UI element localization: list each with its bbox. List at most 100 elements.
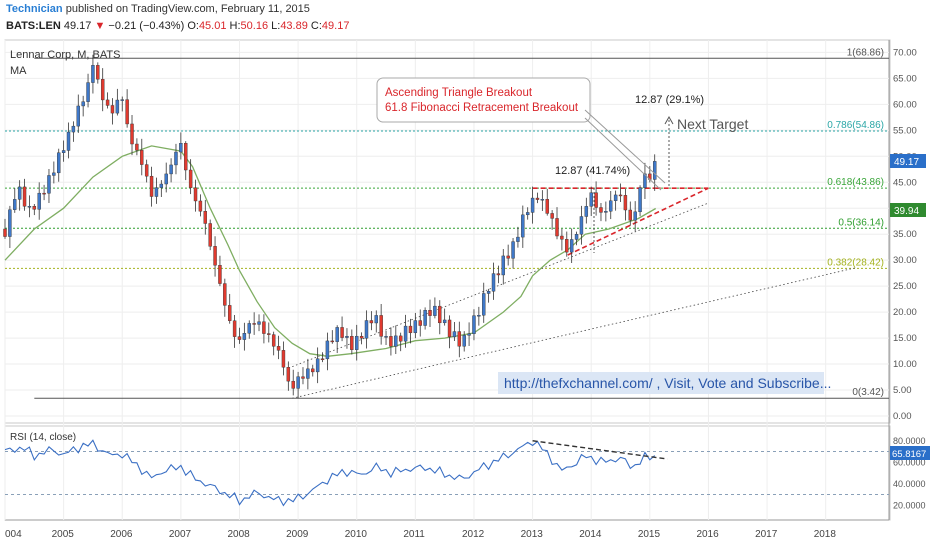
candle-body (184, 143, 188, 171)
price-tick-label: 5.00 (893, 385, 912, 396)
candle-body (584, 206, 589, 217)
time-tick-label: 2015 (638, 529, 661, 540)
callout-line-1: Ascending Triangle Breakout (385, 87, 533, 99)
candle-body (623, 195, 628, 211)
candle-body (100, 79, 105, 101)
trendline (292, 202, 709, 368)
time-tick-label: 2009 (286, 529, 309, 540)
ohlc-bar: BATS:LEN 49.17 ▼ −0.21 (−0.43%) O:45.01 … (6, 20, 349, 32)
target-arrow-icon (664, 115, 674, 125)
last-price: 49.17 (63, 20, 92, 32)
candle-body (110, 105, 115, 114)
time-tick-label: 2008 (227, 529, 250, 540)
candle-body (223, 283, 227, 306)
high-label: H: (229, 20, 241, 32)
candle-body (330, 340, 335, 343)
callout-line-2: 61.8 Fibonacci Retracement Breakout (385, 102, 579, 114)
low-value: 43.89 (280, 20, 308, 32)
candle-body (433, 305, 437, 316)
candle-body (394, 335, 398, 347)
candle-body (320, 358, 325, 360)
candle-body (164, 173, 168, 185)
candle-body (491, 273, 496, 292)
time-tick-label: 2005 (52, 529, 75, 540)
candle-body (418, 320, 422, 326)
candle-body (374, 315, 378, 324)
candle-body (140, 150, 144, 165)
candle-body (496, 273, 501, 276)
time-tick-label: 2012 (462, 529, 485, 540)
candle-body (281, 350, 286, 368)
candle-body (208, 223, 212, 247)
down-arrow-icon: ▼ (94, 20, 106, 32)
candle-body (252, 323, 256, 325)
candle-body (3, 228, 7, 237)
candle-body (291, 380, 295, 389)
candle-body (594, 192, 598, 208)
rsi-tick-label: 40.0000 (893, 479, 926, 489)
fib-label: 1(68.86) (847, 47, 884, 58)
candle-body (506, 255, 510, 259)
candle-body (340, 327, 344, 338)
time-tick-label: 2011 (403, 529, 425, 540)
trendlines (292, 187, 856, 399)
price-tick-label: 55.00 (893, 125, 917, 136)
candle-body (120, 99, 124, 101)
candle-body (599, 207, 603, 213)
symbol: BATS:LEN (6, 20, 61, 32)
candle-body (286, 367, 291, 382)
candle-body (613, 194, 618, 201)
candles (3, 54, 657, 399)
pattern-percent: 12.87 (41.74%) (555, 165, 630, 177)
candle-body (428, 310, 432, 316)
candle-body (86, 82, 90, 102)
time-tick-label: 004 (5, 529, 22, 540)
candle-body (193, 187, 198, 202)
price-tick-label: 10.00 (893, 359, 917, 370)
publish-header: Technician published on TradingView.com,… (6, 3, 310, 15)
candle-body (130, 123, 134, 145)
author-name[interactable]: Technician (6, 3, 63, 15)
candle-body (91, 65, 95, 83)
candle-body (247, 323, 251, 334)
candle-body (472, 315, 476, 334)
price-tick-label: 35.00 (893, 229, 917, 240)
candle-body (213, 246, 217, 266)
candle-body (13, 199, 17, 210)
website-text[interactable]: http://thefxchannel.com/ , Visit, Vote a… (504, 375, 831, 391)
candle-body (467, 333, 471, 336)
fib-label: 0.618(43.86) (827, 177, 884, 188)
candle-body (52, 172, 56, 176)
candle-body (8, 209, 12, 237)
low-label: L: (271, 20, 281, 32)
candle-body (115, 99, 120, 114)
candle-body (550, 213, 554, 219)
fibonacci-levels: 1(68.86) 0.786(54.86) 0.618(43.86) 0.5(36.1… (5, 47, 889, 399)
candle-body (350, 336, 354, 350)
website-banner (498, 372, 824, 394)
time-axis-labels: 004 2005 2006 2007 2008 2009 2010 2011 2012 2013 2… (5, 529, 836, 540)
moving-average (4, 145, 657, 357)
time-tick-label: 2010 (345, 529, 368, 540)
candle-body (57, 152, 61, 174)
candle-body (325, 340, 330, 360)
candle-body (525, 212, 530, 216)
candle-body (203, 211, 208, 224)
candle-body (159, 183, 164, 188)
candle-body (47, 175, 51, 194)
candle-body (315, 358, 320, 373)
last-price-badge-text: 49.17 (894, 157, 919, 168)
candle-body (565, 239, 569, 253)
rsi-line (4, 439, 656, 507)
time-tick-label: 2006 (110, 529, 133, 540)
candle-body (652, 161, 657, 180)
price-tick-label: 15.00 (893, 333, 917, 344)
candle-body (144, 164, 149, 177)
candle-body (633, 211, 637, 221)
candle-body (628, 209, 633, 221)
chart-legend-title: Lennar Corp, M, BATS (10, 49, 120, 61)
price-tick-label: 20.00 (893, 307, 917, 318)
candle-body (154, 187, 159, 197)
candle-body (149, 175, 154, 197)
